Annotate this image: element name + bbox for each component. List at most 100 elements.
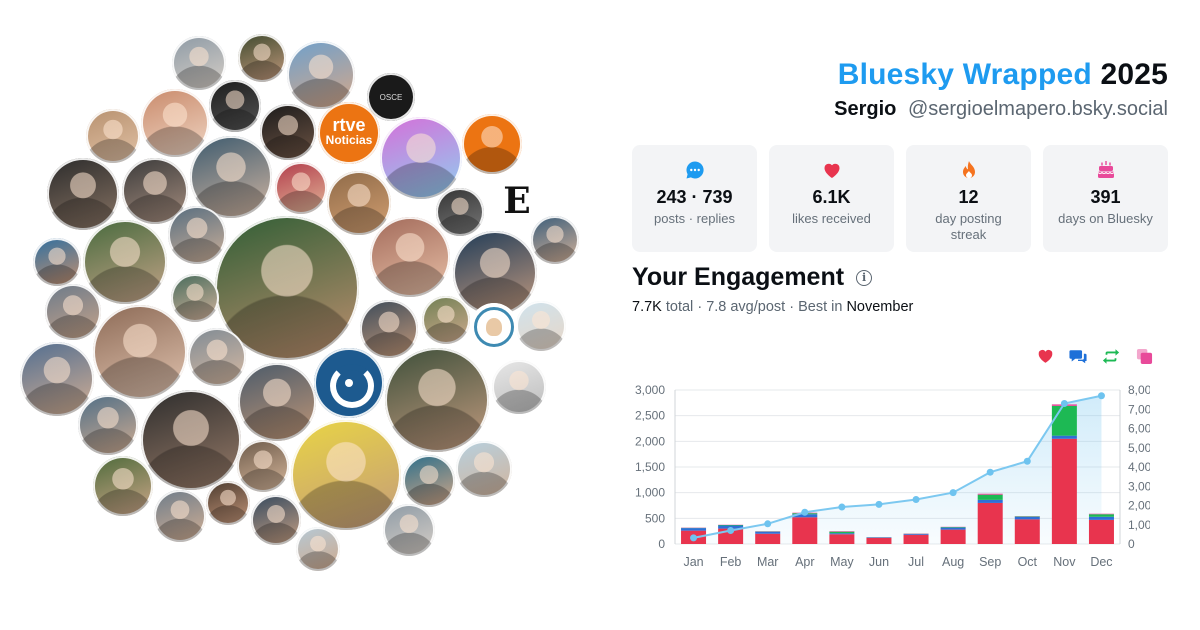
- bar-segment-likes: [977, 502, 1003, 544]
- e-logo-letter: E: [503, 181, 531, 221]
- user-handle: @sergioelmapero.bsky.social: [907, 98, 1168, 120]
- stat-label: posts · replies: [654, 211, 735, 226]
- followers-avatar-collage: rtve Noticias OSCE E: [20, 34, 579, 571]
- avatar[interactable]: [370, 217, 450, 297]
- chat-bubble-icon: [632, 160, 757, 180]
- bar-segment-replies: [829, 533, 855, 535]
- avatar[interactable]: [531, 216, 579, 264]
- avatar[interactable]: [209, 80, 261, 132]
- engagement-total: 7.7K: [632, 299, 662, 315]
- bar-segment-reposts: [829, 531, 855, 534]
- avatar[interactable]: [78, 395, 138, 455]
- ring-logo[interactable]: [314, 348, 384, 418]
- avatar[interactable]: [462, 114, 522, 174]
- rtve-noticias-logo[interactable]: rtve Noticias: [318, 102, 380, 164]
- avatar[interactable]: [141, 390, 241, 490]
- engagement-avg: 7.8 avg/post: [706, 299, 786, 315]
- avatar[interactable]: [188, 328, 246, 386]
- y2-tick-label: 5,000: [1128, 441, 1150, 455]
- cumulative-point: [949, 489, 957, 497]
- engagement-title-text: Your Engagement: [632, 263, 845, 291]
- x-tick-label: Sep: [979, 555, 1001, 569]
- avatar[interactable]: [422, 296, 470, 344]
- x-tick-label: Feb: [720, 555, 742, 569]
- y2-tick-label: 7,000: [1128, 402, 1150, 416]
- x-tick-label: Nov: [1053, 555, 1076, 569]
- stat-value: 391: [1090, 187, 1121, 207]
- wrapped-title: Bluesky Wrapped 2025: [834, 58, 1168, 92]
- illustrated-badge-logo[interactable]: [470, 303, 518, 351]
- avatar[interactable]: [86, 109, 140, 163]
- info-icon[interactable]: i: [856, 269, 873, 286]
- avatar[interactable]: [385, 348, 489, 452]
- avatar[interactable]: [291, 420, 401, 530]
- cumulative-point: [838, 503, 846, 511]
- user-line: Sergio @sergioelmapero.bsky.social: [834, 96, 1168, 122]
- stat-card-likes: 6.1K likes received: [769, 145, 894, 252]
- avatar[interactable]: [33, 238, 81, 286]
- x-tick-label: May: [830, 555, 854, 569]
- avatar[interactable]: [238, 34, 286, 82]
- avatar[interactable]: [154, 490, 206, 542]
- e-logo[interactable]: E: [497, 181, 537, 221]
- y-tick-label: 3,000: [635, 383, 665, 397]
- cumulative-point: [912, 496, 920, 504]
- avatar[interactable]: [383, 504, 435, 556]
- bar-segment-likes: [1051, 438, 1077, 544]
- bar-segment-reposts: [1014, 516, 1040, 517]
- rtve-logo-top: rtve: [332, 115, 366, 135]
- avatar[interactable]: [251, 495, 301, 545]
- avatar[interactable]: [287, 41, 355, 109]
- x-tick-label: Jul: [908, 555, 924, 569]
- avatar[interactable]: [380, 117, 462, 199]
- bar-segment-likes: [1088, 519, 1114, 544]
- avatar[interactable]: [83, 220, 167, 304]
- avatar[interactable]: [93, 305, 187, 399]
- y-tick-label: 0: [658, 537, 665, 551]
- avatar[interactable]: [172, 36, 226, 90]
- heart-icon[interactable]: [1036, 347, 1054, 365]
- x-tick-label: Jun: [869, 555, 889, 569]
- bar-segment-likes: [829, 534, 855, 544]
- bar-segment-replies: [755, 531, 781, 534]
- y2-tick-label: 4,000: [1128, 460, 1150, 474]
- engagement-total-label: total: [665, 299, 694, 315]
- avatar[interactable]: [45, 284, 101, 340]
- avatar[interactable]: [403, 455, 455, 507]
- y2-tick-label: 3,000: [1128, 479, 1150, 493]
- osce-badge-logo[interactable]: OSCE: [367, 73, 415, 121]
- engagement-best-prefix: Best in: [798, 299, 843, 315]
- avatar[interactable]: [190, 136, 272, 218]
- reply-bubble-icon[interactable]: [1069, 347, 1087, 365]
- bar-segment-replies: [940, 527, 966, 530]
- bar-segment-replies: [681, 528, 707, 531]
- y2-tick-label: 2,000: [1128, 499, 1150, 513]
- avatar[interactable]: [456, 441, 512, 497]
- y2-tick-label: 0: [1128, 537, 1135, 551]
- bar-segment-quotes: [1088, 513, 1114, 515]
- bar-segment-likes: [866, 537, 892, 544]
- bar-segment-replies: [1051, 435, 1077, 439]
- y-tick-label: 2,000: [635, 434, 665, 448]
- y-tick-label: 1,000: [635, 486, 665, 500]
- stat-value: 12: [958, 187, 979, 207]
- avatar[interactable]: [275, 162, 327, 214]
- bar-segment-replies: [866, 537, 892, 538]
- avatar[interactable]: [516, 301, 566, 351]
- avatar[interactable]: [20, 342, 94, 416]
- cumulative-area: [693, 395, 1102, 544]
- quote-icon[interactable]: [1135, 347, 1153, 365]
- y2-tick-label: 6,000: [1128, 422, 1150, 436]
- bar-segment-reposts: [977, 494, 1003, 500]
- avatar[interactable]: [296, 527, 340, 571]
- cumulative-point: [764, 520, 772, 528]
- avatar[interactable]: [206, 481, 250, 525]
- repost-icon[interactable]: [1102, 347, 1120, 365]
- avatar[interactable]: [93, 456, 153, 516]
- x-tick-label: Apr: [795, 555, 814, 569]
- stat-value: 6.1K: [812, 187, 851, 207]
- bar-segment-replies: [1014, 516, 1040, 520]
- avatar[interactable]: [492, 360, 546, 414]
- x-tick-label: Jan: [683, 555, 703, 569]
- avatar[interactable]: [47, 158, 119, 230]
